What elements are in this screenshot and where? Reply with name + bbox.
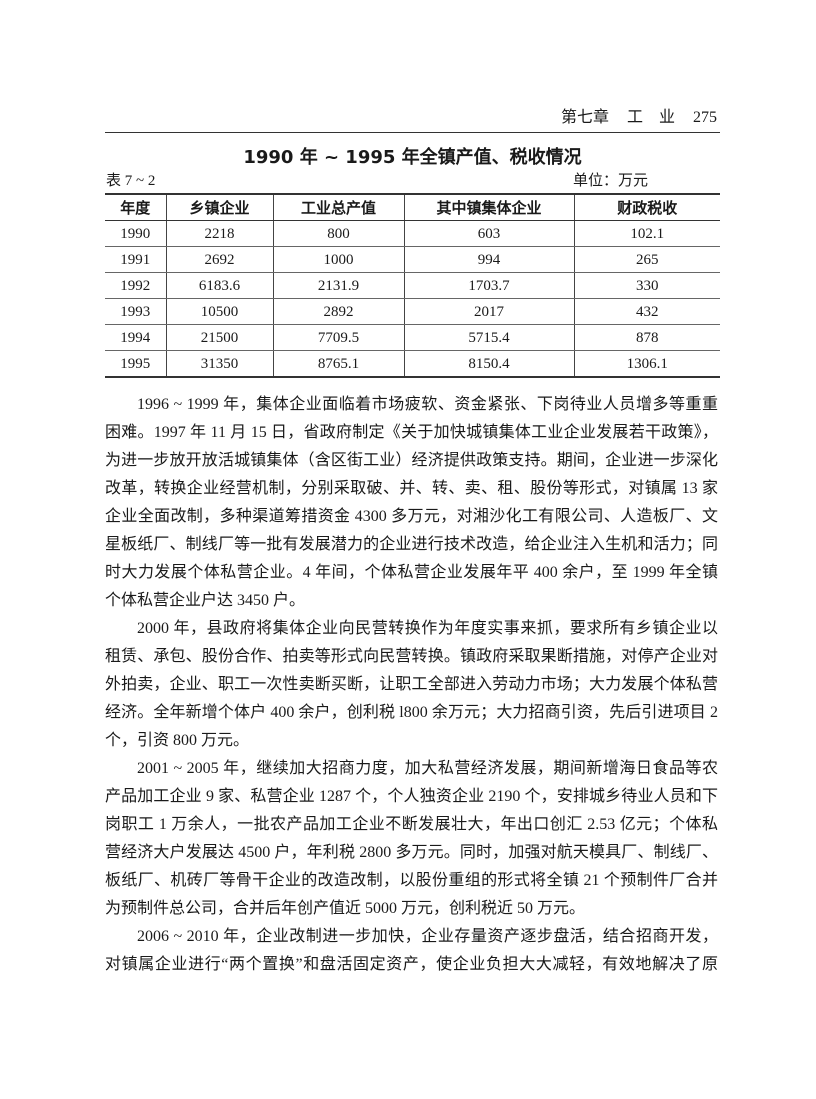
section-label: 工 业 — [626, 109, 675, 126]
table-cell: 6183.6 — [165, 272, 273, 299]
chapter-label: 第七章 — [560, 109, 609, 126]
text-line: 产品加工企业 9 家、私营企业 1287 个，个人独资企业 2190 个，安排城… — [105, 788, 718, 805]
page-number: 275 — [693, 109, 717, 126]
table-cell: 5715.4 — [403, 324, 574, 351]
text-line: 营经济大户发展达 4500 户，年利税 2800 多万元。同时，加强对航天模具厂… — [105, 844, 718, 861]
column-header: 工业总产值 — [272, 194, 404, 221]
text-line: 岗职工 1 万余人，一批农产品加工企业不断发展壮大，年出口创汇 2.53 亿元；… — [105, 816, 718, 833]
column-header: 财政税收 — [573, 194, 720, 221]
table-cell: 1306.1 — [573, 350, 720, 378]
data-table: 年度 乡镇企业 工业总产值 其中镇集体企业 财政税收 1990 2218 800 603 102… — [105, 193, 720, 378]
running-header: 第七章 工 业 275 — [105, 108, 720, 128]
table-cell: 1995 — [105, 350, 166, 378]
table-cell: 603 — [403, 220, 574, 247]
table-cell: 330 — [573, 272, 720, 299]
table-cell: 432 — [573, 298, 720, 325]
table-row: 1990 2218 800 603 102.1 — [105, 220, 720, 247]
table-cell: 1993 — [105, 298, 166, 325]
text-line: 外拍卖，企业、职工一次性卖断买断，让职工全部进入劳动力市场；大力发展个体私营 — [105, 676, 718, 693]
text-line: 星板纸厂、制线厂等一批有发展潜力的企业进行技术改造，给企业注入生机和活力；同 — [105, 536, 718, 553]
table-cell: 2218 — [165, 220, 273, 247]
text-line: 时大力发展个体私营企业。4 年间，个体私营企业发展年平 400 余户，至 199… — [105, 564, 718, 581]
text-line: 企业全面改制，多种渠道筹措资金 4300 多万元，对湘沙化工有限公司、人造板厂、… — [105, 508, 718, 525]
table-cell: 878 — [573, 324, 720, 351]
table-cell: 1994 — [105, 324, 166, 351]
text-line: 个体私营企业户达 3450 户。 — [105, 592, 306, 609]
text-line: 对镇属企业进行“两个置换”和盘活固定资产，使企业负担大大减轻，有效地解决了原 — [105, 956, 718, 973]
table-cell: 8765.1 — [272, 350, 404, 378]
table-cell: 2692 — [165, 246, 273, 273]
text-line: 为进一步放开放活城镇集体（含区街工业）经济提供政策支持。期间，企业进一步深化 — [105, 452, 718, 469]
table-cell: 1000 — [272, 246, 404, 273]
column-header: 其中镇集体企业 — [403, 194, 574, 221]
table-cell: 994 — [403, 246, 574, 273]
table-header-row: 年度 乡镇企业 工业总产值 其中镇集体企业 财政税收 — [105, 194, 720, 221]
page: 第七章 工 业 275 1990 年 ~ 1995 年全镇产值、税收情况 表 7… — [105, 108, 720, 979]
table-row: 1993 10500 2892 2017 432 — [105, 298, 720, 325]
table-cell: 1991 — [105, 246, 166, 273]
text-line: 2006 ~ 2010 年，企业改制进一步加快，企业存量资产逐步盘活，结合招商开… — [137, 928, 718, 945]
paragraph: 2006 ~ 2010 年，企业改制进一步加快，企业存量资产逐步盘活，结合招商开… — [105, 923, 718, 979]
paragraph: 1996 ~ 1999 年，集体企业面临着市场疲软、资金紧张、下岗待业人员增多等… — [105, 391, 718, 615]
text-line: 困难。1997 年 11 月 15 日，省政府制定《关于加快城镇集体工业企业发展… — [105, 424, 718, 441]
text-line: 个，引资 800 万元。 — [105, 732, 250, 749]
text-line: 2001 ~ 2005 年，继续加大招商力度，加大私营经济发展，期间新增海日食品… — [137, 760, 718, 777]
text-line: 租赁、承包、股份合作、拍卖等形式向民营转换。镇政府采取果断措施，对停产企业对 — [105, 648, 718, 665]
table-cell: 1992 — [105, 272, 166, 299]
table-cell: 1703.7 — [403, 272, 574, 299]
column-header: 乡镇企业 — [165, 194, 273, 221]
table-cell: 102.1 — [573, 220, 720, 247]
table-cell: 10500 — [165, 298, 273, 325]
table-row: 1991 2692 1000 994 265 — [105, 246, 720, 273]
table-row: 1992 6183.6 2131.9 1703.7 330 — [105, 272, 720, 299]
table-cell: 1990 — [105, 220, 166, 247]
paragraph: 2001 ~ 2005 年，继续加大招商力度，加大私营经济发展，期间新增海日食品… — [105, 755, 718, 923]
column-header: 年度 — [105, 194, 166, 221]
header-rule — [105, 132, 720, 133]
table-cell: 800 — [272, 220, 404, 247]
table-cell: 21500 — [165, 324, 273, 351]
text-line: 为预制件总公司，合并后年创产值近 5000 万元，创利税近 50 万元。 — [105, 900, 586, 917]
text-line: 1996 ~ 1999 年，集体企业面临着市场疲软、资金紧张、下岗待业人员增多等… — [137, 396, 718, 413]
text-line: 经济。全年新增个体户 400 余户，创利税 l800 余万元；大力招商引资，先后… — [105, 704, 718, 721]
paragraph: 2000 年，县政府将集体企业向民营转换作为年度实事来抓，要求所有乡镇企业以租赁… — [105, 615, 718, 755]
text-line: 板纸厂、机砖厂等骨干企业的改造改制，以股份重组的形式将全镇 21 个预制件厂合并 — [105, 872, 718, 889]
table-row: 1995 31350 8765.1 8150.4 1306.1 — [105, 350, 720, 378]
text-line: 改革，转换企业经营机制，分别采取破、并、转、卖、租、股份等形式，对镇属 13 家 — [105, 480, 718, 497]
table-cell: 2017 — [403, 298, 574, 325]
table-cell: 265 — [573, 246, 720, 273]
table-title: 1990 年 ~ 1995 年全镇产值、税收情况 — [243, 147, 582, 168]
table-number: 表 7 ~ 2 — [106, 173, 156, 189]
table-cell: 2131.9 — [272, 272, 404, 299]
table-caption-row: 表 7 ~ 2 单位：万元 — [105, 172, 720, 193]
table-cell: 31350 — [165, 350, 273, 378]
table-cell: 8150.4 — [403, 350, 574, 378]
table-unit: 单位：万元 — [572, 173, 648, 189]
body-text: 1996 ~ 1999 年，集体企业面临着市场疲软、资金紧张、下岗待业人员增多等… — [105, 391, 718, 979]
table-row: 1994 21500 7709.5 5715.4 878 — [105, 324, 720, 351]
table-cell: 7709.5 — [272, 324, 404, 351]
table-cell: 2892 — [272, 298, 404, 325]
text-line: 2000 年，县政府将集体企业向民营转换作为年度实事来抓，要求所有乡镇企业以 — [137, 620, 718, 637]
